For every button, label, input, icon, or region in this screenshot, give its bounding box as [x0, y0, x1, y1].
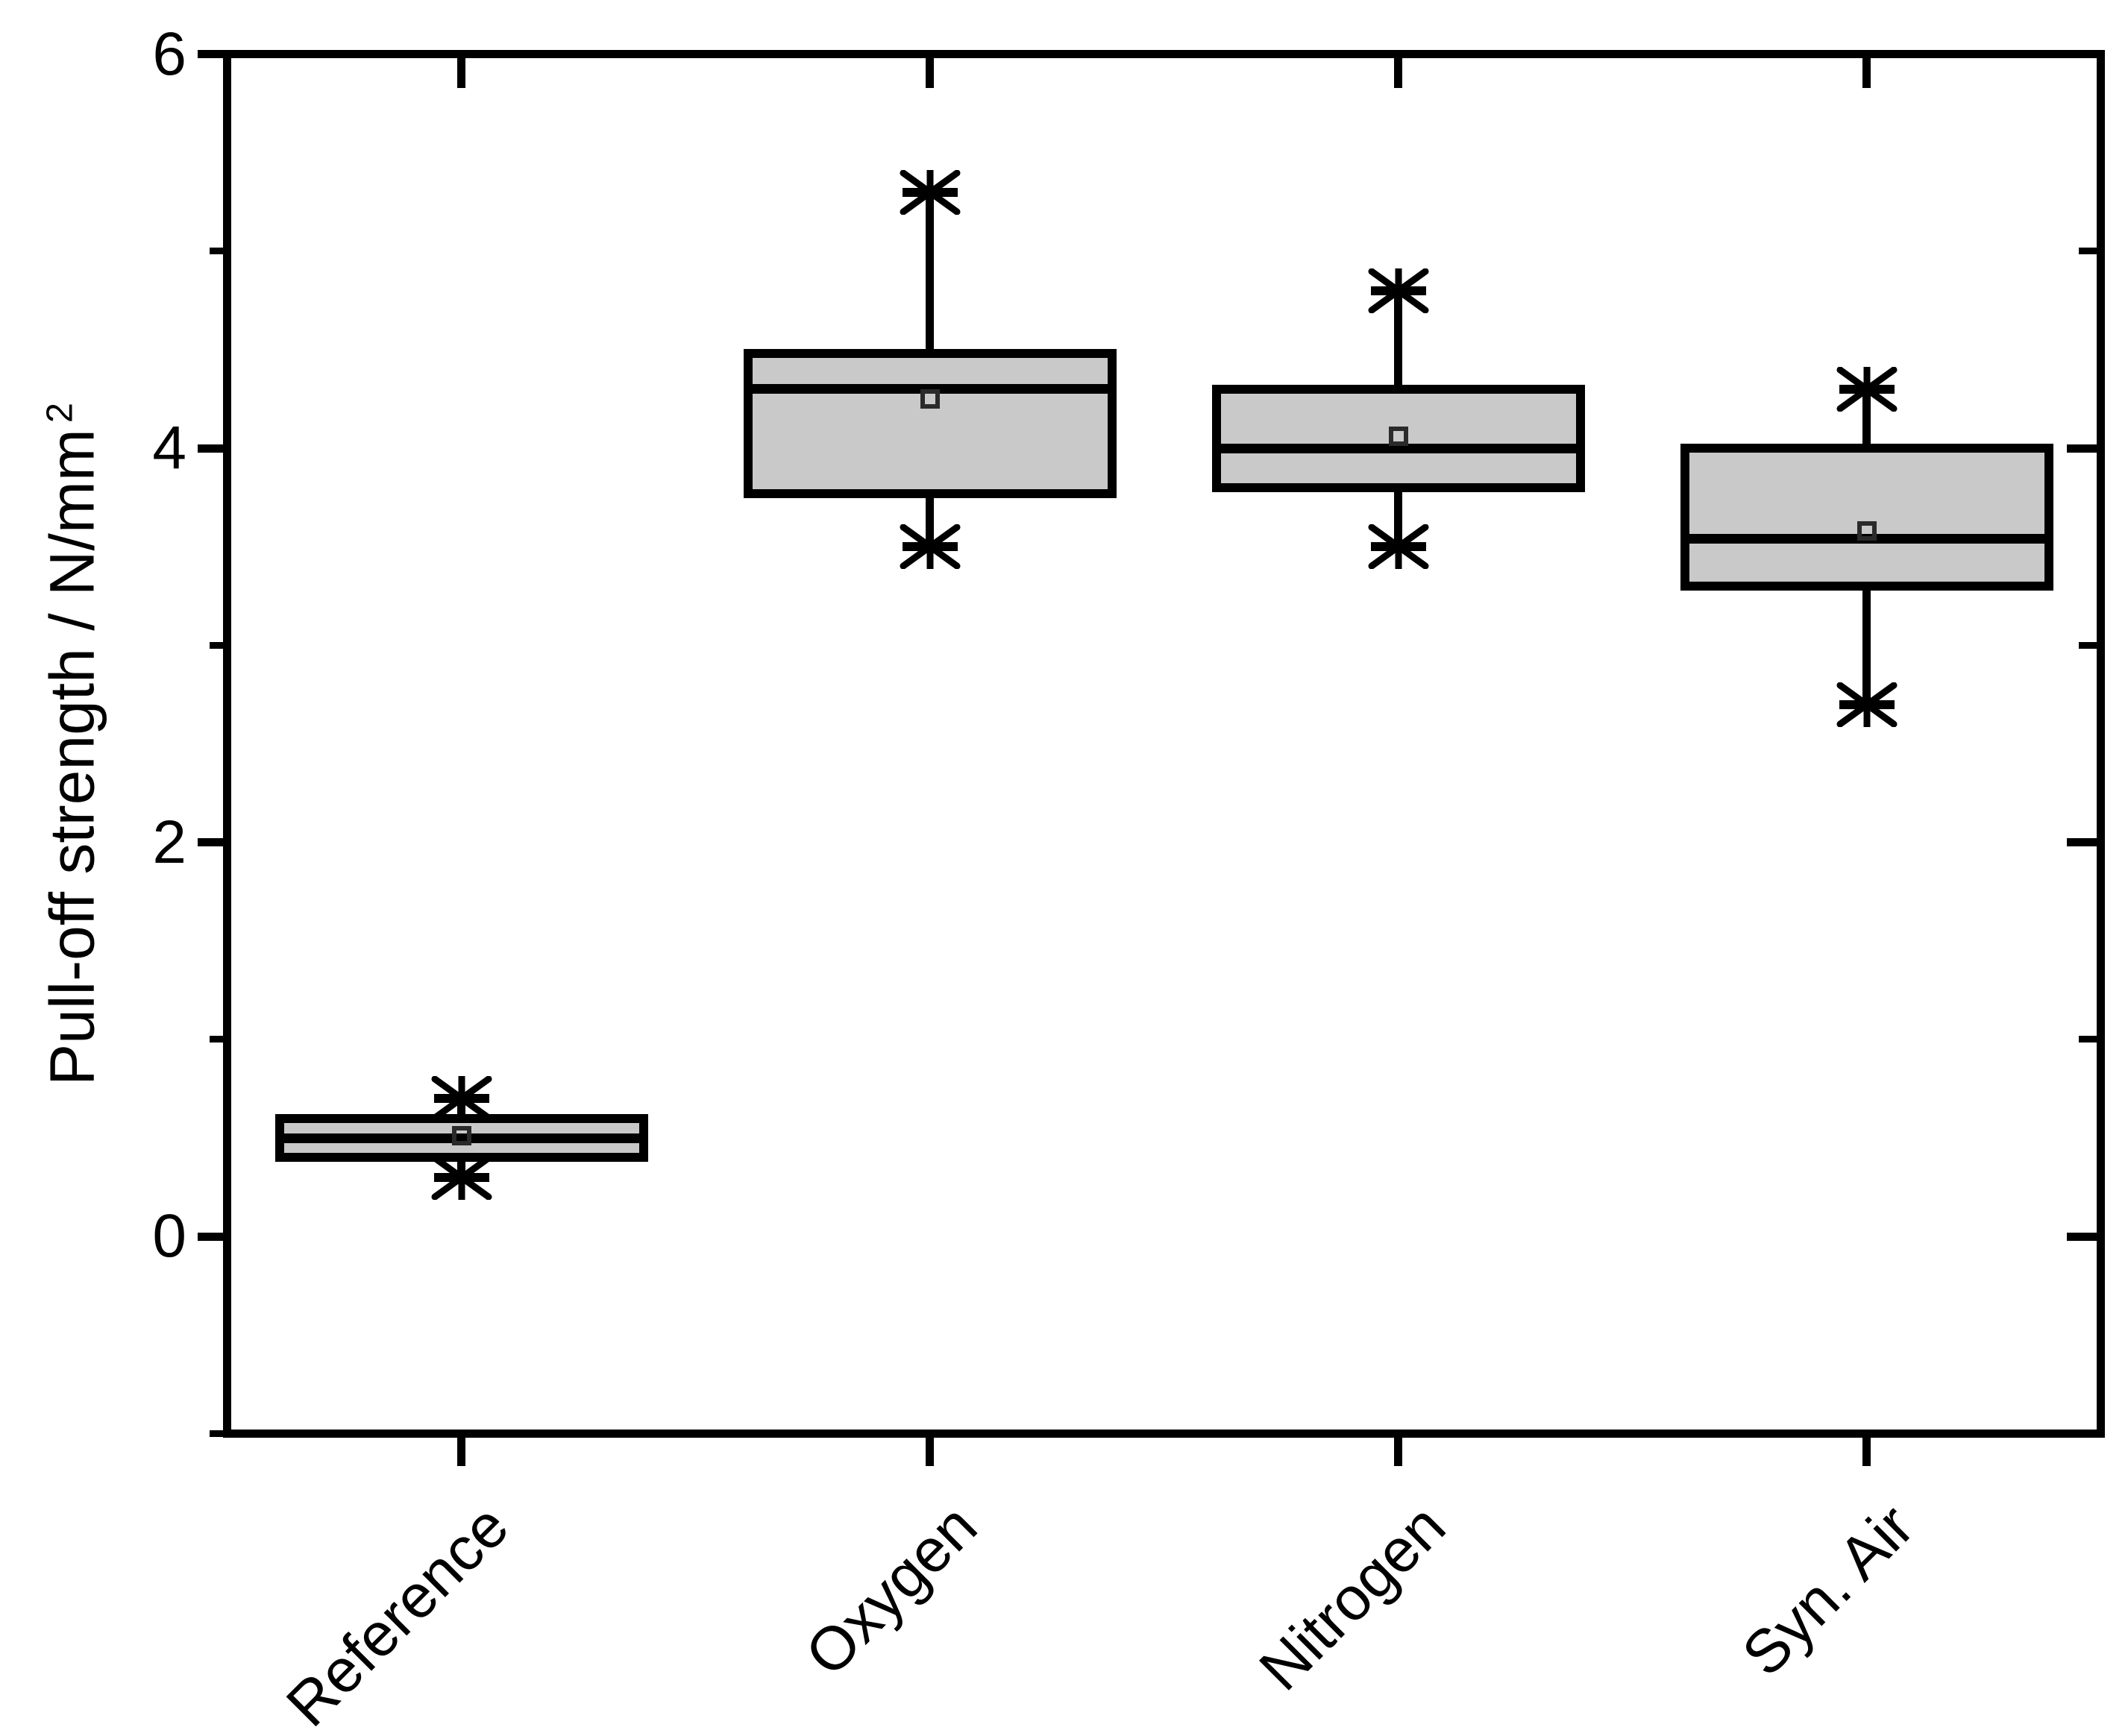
ytick-minor-left-3 — [209, 641, 227, 649]
asterisk-star-icon — [1836, 679, 1897, 731]
ytick-minor-right--1 — [2078, 1430, 2097, 1437]
whisker-upper-syn-air — [1862, 389, 1871, 453]
whisker-upper-oxygen — [926, 192, 934, 359]
asterisk-star-icon — [431, 1072, 492, 1125]
xtick-label-syn-air: Syn. Air — [1729, 1491, 1927, 1689]
box-nitrogen — [1211, 384, 1585, 492]
median-line-nitrogen — [1220, 443, 1576, 453]
asterisk-star-icon — [431, 1151, 492, 1204]
xtick-top-reference — [457, 58, 465, 88]
ytick-minor-right-1 — [2078, 1036, 2097, 1043]
ytick-label-2: 2 — [152, 808, 186, 876]
whisker-lower-syn-air — [1862, 582, 1871, 705]
ytick-major-right-4 — [2066, 444, 2097, 453]
ytick-major-right-2 — [2066, 838, 2097, 847]
xtick-label-oxygen: Oxygen — [792, 1491, 990, 1689]
xtick-bottom-nitrogen — [1394, 1438, 1402, 1466]
xtick-top-oxygen — [926, 58, 934, 88]
plot-frame — [223, 50, 2105, 1438]
mean-marker-oxygen — [920, 389, 940, 409]
whisker-star-lower-oxygen — [899, 521, 961, 573]
ytick-major-left-0 — [197, 1232, 227, 1241]
ytick-major-right-6 — [2066, 50, 2097, 58]
whisker-star-upper-oxygen — [899, 166, 961, 218]
ytick-label-4: 4 — [152, 414, 186, 482]
whisker-star-lower-syn-air — [1836, 679, 1898, 731]
xtick-bottom-syn-air — [1862, 1438, 1871, 1466]
y-axis-title: Pull-off strength / N/mm2 — [37, 403, 109, 1086]
asterisk-star-icon — [1368, 521, 1428, 573]
mean-marker-nitrogen — [1388, 427, 1408, 447]
ytick-major-left-2 — [197, 838, 227, 847]
xtick-top-syn-air — [1862, 58, 1871, 88]
whisker-star-lower-reference — [430, 1151, 493, 1204]
whisker-upper-nitrogen — [1394, 290, 1402, 394]
box-oxygen — [743, 349, 1117, 498]
median-line-oxygen — [752, 384, 1108, 394]
whisker-star-upper-syn-air — [1836, 363, 1898, 415]
whisker-star-lower-nitrogen — [1367, 521, 1430, 573]
ytick-label-6: 6 — [152, 19, 186, 88]
mean-marker-reference — [451, 1126, 471, 1146]
xtick-label-nitrogen: Nitrogen — [1246, 1491, 1458, 1704]
ytick-minor-right-5 — [2078, 248, 2097, 255]
ytick-major-right-0 — [2066, 1232, 2097, 1241]
ytick-minor-left-5 — [209, 248, 227, 255]
y-axis-title-separator: / — [37, 596, 107, 649]
whisker-lower-oxygen — [926, 488, 934, 547]
box-syn-air — [1680, 444, 2053, 591]
ytick-major-left-6 — [197, 50, 227, 58]
median-line-reference — [283, 1133, 639, 1143]
asterisk-star-icon — [1368, 265, 1428, 317]
xtick-label-reference: Reference — [273, 1491, 521, 1736]
ytick-major-left-4 — [197, 444, 227, 453]
xtick-bottom-reference — [457, 1438, 465, 1466]
xtick-bottom-oxygen — [926, 1438, 934, 1466]
mean-marker-syn-air — [1856, 521, 1877, 541]
whisker-lower-nitrogen — [1394, 482, 1402, 547]
asterisk-star-icon — [900, 521, 960, 573]
ytick-minor-left-1 — [209, 1036, 227, 1043]
whisker-star-upper-nitrogen — [1367, 265, 1430, 317]
ytick-label-0: 0 — [152, 1202, 186, 1271]
ytick-minor-right-3 — [2078, 641, 2097, 649]
asterisk-star-icon — [900, 166, 960, 218]
xtick-top-nitrogen — [1394, 58, 1402, 88]
ytick-minor-left--1 — [209, 1430, 227, 1437]
whisker-star-upper-reference — [430, 1072, 493, 1125]
asterisk-star-icon — [1836, 363, 1897, 415]
